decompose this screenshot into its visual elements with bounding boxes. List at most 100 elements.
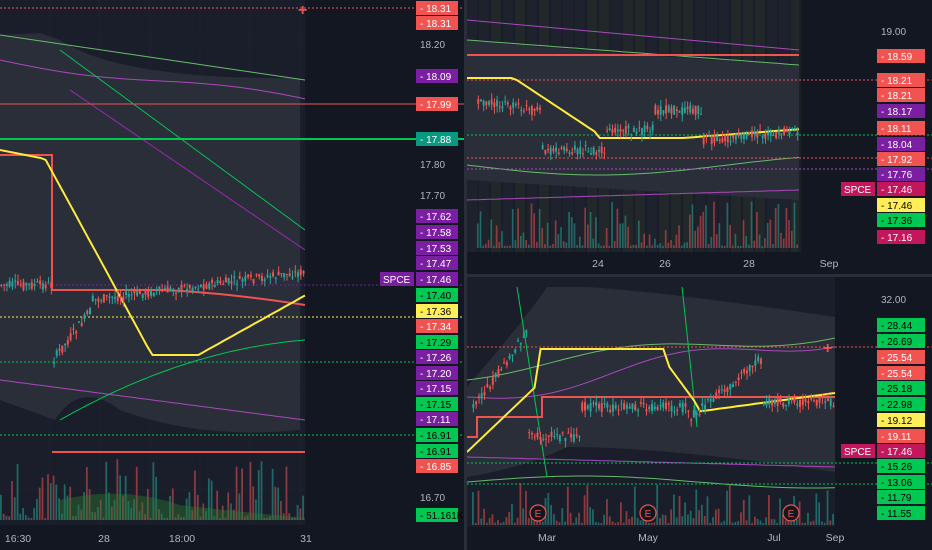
left-volume-bar: [138, 511, 141, 520]
tr-volume-bar: [479, 211, 482, 248]
tr-volume-bar: [656, 244, 659, 248]
time-axis-bottom-right[interactable]: Mar May Jul Sep: [467, 527, 932, 550]
tr-candle: [675, 109, 678, 112]
price-label: - 18.59: [881, 52, 913, 63]
left-candle: [33, 284, 36, 287]
left-candle: [28, 283, 30, 285]
tr-volume-bar: [758, 234, 761, 248]
time-label: 18:00: [169, 533, 195, 545]
left-volume-bar: [185, 498, 188, 520]
left-candle: [105, 295, 108, 297]
left-volume-bar: [202, 503, 205, 520]
earnings-marker-icon: [639, 504, 657, 522]
top-right-chart-canvas[interactable]: 19.00 - 18.59 - 18.21 - 18.21 - 18.17 - 18.11…: [467, 0, 932, 252]
left-volume-bar: [0, 494, 2, 520]
br-volume-bar: [606, 498, 608, 525]
tr-volume-bar: [764, 238, 766, 248]
br-candle: [706, 398, 709, 400]
left-chart-canvas[interactable]: + - 18.31 - 18.31 18.20 - 18.09 - 17.99 - 17.8…: [0, 0, 464, 525]
tr-candle: [780, 133, 783, 135]
price-label: - 17.47: [420, 259, 452, 270]
time-axis-left[interactable]: 16:30 28 18:00 31: [0, 525, 464, 550]
pane-divider-horizontal[interactable]: [467, 274, 932, 277]
left-candle: [263, 279, 266, 282]
br-volume-bar: [695, 489, 698, 525]
br-volume-bar: [801, 522, 804, 525]
time-label: Sep: [820, 258, 839, 270]
tr-candle: [756, 131, 759, 138]
left-candle: [285, 273, 288, 276]
tr-candle: [646, 125, 649, 130]
left-volume-bar: [296, 504, 299, 520]
left-candle: [219, 280, 222, 284]
left-volume-bar: [244, 516, 246, 520]
tr-volume-bar: [670, 239, 672, 248]
br-volume-bar: [767, 495, 770, 525]
left-candle: [44, 284, 47, 289]
price-label: - 18.31: [420, 19, 452, 30]
price-label: - 17.29: [420, 338, 452, 349]
br-candle: [731, 384, 734, 388]
tr-candle: [643, 125, 646, 133]
br-candle: [690, 419, 693, 421]
br-volume-bar: [647, 522, 650, 525]
pane-divider-vertical[interactable]: [464, 0, 467, 550]
tr-volume-bar: [501, 231, 503, 248]
band-line: [0, 59, 306, 100]
earnings-marker-icon: [529, 504, 547, 522]
br-candle: [595, 402, 598, 406]
price-tag-bg: [877, 88, 925, 102]
br-volume-bar: [728, 484, 731, 525]
tr-candle: [713, 135, 716, 143]
tr-candle: [718, 139, 721, 142]
price-tag-bg: [416, 1, 458, 15]
tr-volume-bar: [723, 245, 726, 248]
tr-volume-bar: [619, 223, 621, 248]
left-candle: [66, 340, 69, 345]
tr-candle: [576, 148, 579, 155]
chart-pane-top-right[interactable]: 19.00 - 18.59 - 18.21 - 18.21 - 18.17 - 18.11…: [467, 0, 932, 252]
left-volume-bar: [2, 513, 5, 520]
left-candle: [180, 284, 183, 291]
tr-candle: [777, 129, 780, 134]
tr-volume-bar: [667, 242, 670, 248]
br-candle: [519, 343, 522, 345]
tr-volume-bar: [742, 220, 745, 248]
left-candle: [216, 280, 219, 284]
tr-volume-bar: [659, 243, 662, 248]
left-candle: [39, 280, 42, 285]
left-volume-bar: [24, 514, 27, 520]
tr-volume-bar: [581, 245, 584, 248]
tr-volume-bar: [549, 245, 552, 248]
chart-pane-left[interactable]: + - 18.31 - 18.31 18.20 - 18.09 - 17.99 - 17.8…: [0, 0, 464, 525]
price-tag-bg: [877, 121, 925, 135]
br-volume-bar: [795, 519, 798, 525]
price-label: - 18.09: [420, 72, 452, 83]
br-candle: [570, 433, 573, 438]
left-candle: [144, 289, 147, 295]
price-tag-bg: [416, 397, 458, 411]
chart-pane-bottom-right[interactable]: + E E E 32.00 - 28.44 - 26.69 - 25.54 - 25.54 - 2…: [467, 277, 932, 527]
br-candle: [712, 398, 715, 402]
br-volume-bar: [709, 523, 712, 525]
tr-candle: [670, 107, 673, 114]
br-candle: [625, 404, 628, 409]
br-volume-bar: [670, 509, 673, 525]
br-volume-bar: [628, 518, 631, 525]
tr-volume-bar: [796, 244, 798, 248]
br-candle: [743, 369, 746, 373]
crosshair-plus-icon: +: [823, 340, 832, 357]
br-candle: [704, 405, 707, 410]
time-axis-top-right[interactable]: 24 26 28 Sep: [467, 252, 932, 274]
tr-candle: [611, 129, 614, 134]
tr-volume-bar: [748, 244, 750, 248]
left-candle: [89, 308, 91, 315]
tr-candle: [568, 152, 571, 154]
tr-volume-bar: [694, 230, 697, 248]
tr-candle: [772, 135, 775, 137]
br-volume-bar: [617, 522, 619, 525]
br-candle: [567, 432, 570, 434]
bottom-right-chart-canvas[interactable]: + E E E 32.00 - 28.44 - 26.69 - 25.54 - 25.54 - 2…: [467, 277, 932, 527]
br-candle: [503, 362, 506, 364]
tr-volume-bar: [568, 212, 570, 248]
